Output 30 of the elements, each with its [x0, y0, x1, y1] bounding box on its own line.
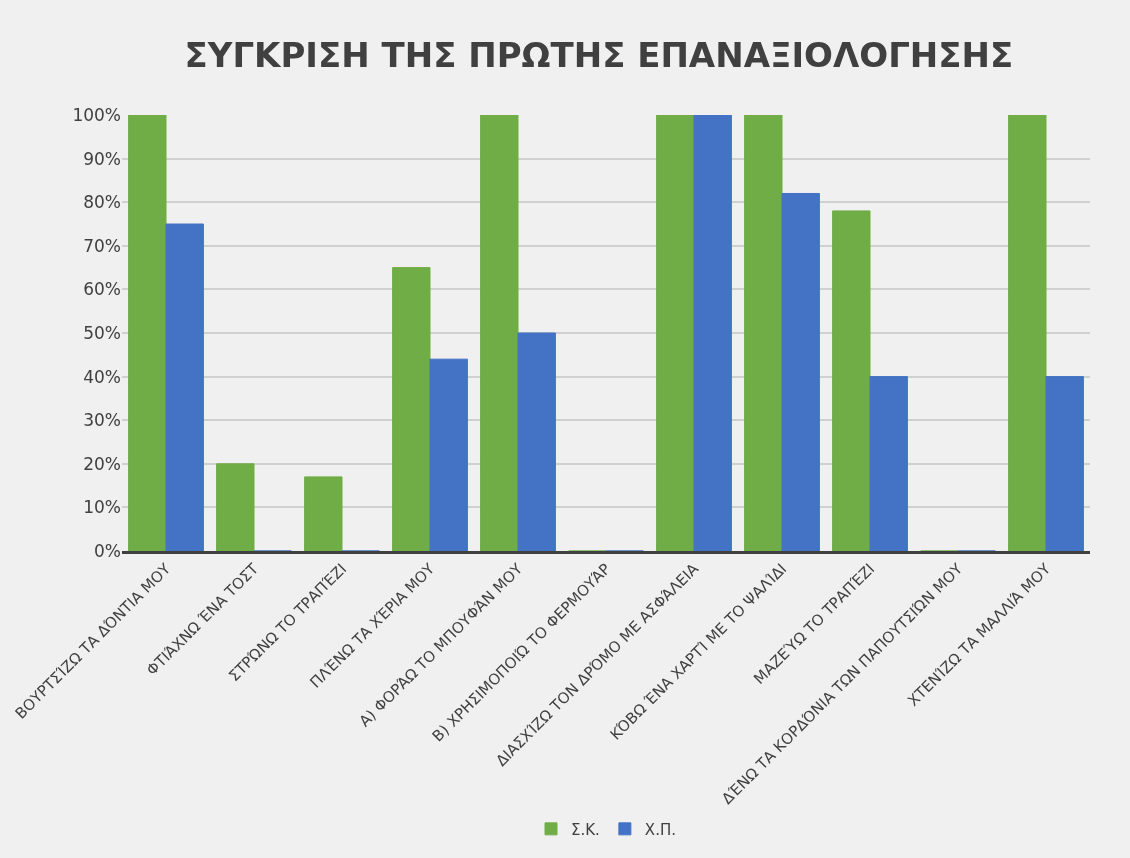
bar [480, 115, 519, 551]
bar [1008, 115, 1047, 551]
y-tick-label: 50% [83, 322, 121, 343]
legend-label: Χ.Π. [644, 820, 676, 839]
bar [1045, 376, 1084, 551]
y-tick-label: 30% [83, 410, 121, 431]
y-tick-label: 60% [83, 279, 121, 300]
bar [392, 267, 431, 551]
bar [128, 115, 167, 551]
y-tick-label: 0% [94, 540, 121, 561]
y-tick-label: 80% [83, 192, 121, 213]
bar [869, 376, 908, 551]
y-tick-label: 20% [83, 453, 121, 474]
bar [781, 192, 820, 551]
y-tick-label: 90% [83, 148, 121, 169]
chart-title: ΣΥΓΚΡΙΣΗ ΤΗΣ ΠΡΩΤΗΣ ΕΠΑΝΑΞΙΟΛΟΓΗΣΗΣ [184, 34, 1014, 75]
legend-label: Σ.Κ. [571, 820, 600, 839]
bar [517, 332, 556, 551]
bar [216, 463, 255, 551]
bar [744, 115, 783, 551]
bar [693, 115, 732, 551]
bar [656, 115, 695, 551]
bar [429, 358, 468, 551]
y-tick-label: 100% [72, 104, 121, 125]
bar [304, 476, 343, 551]
y-tick-label: 70% [83, 235, 121, 256]
bar [165, 223, 204, 551]
y-tick-label: 10% [83, 497, 121, 518]
bar [832, 210, 871, 551]
y-tick-label: 40% [83, 366, 121, 387]
